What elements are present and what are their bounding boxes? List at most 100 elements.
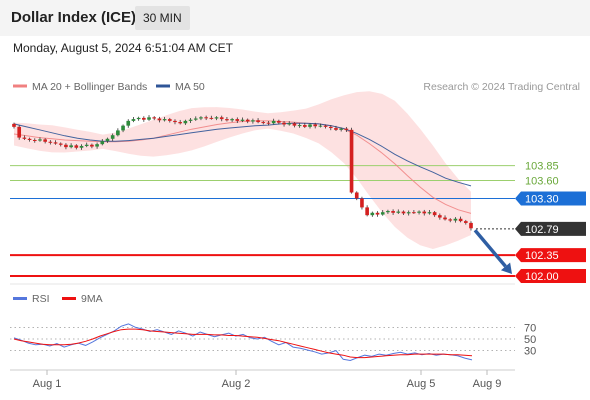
candle (271, 120, 276, 124)
candle (251, 120, 255, 122)
candle (412, 212, 416, 214)
candle (375, 212, 380, 215)
candle (469, 222, 473, 229)
candle (32, 139, 37, 141)
candle (432, 212, 437, 216)
legend-label-rsi: RSI (32, 293, 50, 305)
candle (100, 141, 105, 145)
candle (256, 120, 260, 123)
candle (121, 125, 125, 131)
candle (458, 218, 463, 222)
candle (53, 142, 58, 144)
candle (261, 122, 266, 124)
candle (448, 219, 453, 221)
resistance-label: 103.85 (525, 161, 559, 173)
candle (225, 119, 229, 121)
candle (323, 125, 328, 127)
candle (105, 138, 110, 142)
forecast-arrow (473, 229, 512, 275)
candle (354, 192, 359, 199)
candle (193, 118, 198, 120)
candle (90, 144, 94, 147)
candle (391, 210, 395, 213)
price-levels (10, 165, 515, 278)
candle (303, 125, 307, 127)
candle (183, 120, 188, 124)
candle (110, 135, 115, 139)
candle (178, 122, 182, 124)
candle (282, 122, 286, 125)
candle (219, 117, 224, 120)
forecast-arrow-shaft (473, 229, 507, 268)
rsi-tick-label: 30 (524, 346, 536, 358)
candlesticks (12, 115, 473, 231)
candle (142, 117, 146, 120)
candle (297, 125, 302, 127)
rsi-tick-label: 50 (524, 334, 536, 346)
candle (167, 119, 172, 121)
timestamp: Monday, August 5, 2024 6:51:04 AM CET (13, 41, 233, 55)
candle (401, 211, 406, 214)
candle (328, 126, 333, 129)
candle (380, 212, 385, 215)
last-price-label: 102.79 (525, 224, 559, 236)
candle (344, 128, 349, 130)
rsi-lines (13, 323, 473, 362)
legend-label-ma20: MA 20 + Bollinger Bands (32, 81, 147, 93)
candle (235, 119, 240, 121)
candle (162, 119, 167, 121)
chart-header: Dollar Index (ICE) 30 MIN (0, 0, 590, 36)
bollinger-band (14, 91, 471, 249)
support-price-tag (515, 248, 586, 263)
candle (427, 212, 432, 214)
x-tick-label: Aug 5 (407, 378, 436, 390)
x-tick-label: Aug 1 (33, 378, 62, 390)
candle (38, 139, 42, 141)
main-legend: MA 20 + Bollinger Bands MA 50 (13, 81, 205, 93)
support-label: 102.00 (525, 271, 559, 283)
candle (230, 119, 234, 121)
candle (396, 211, 401, 213)
candle (360, 198, 364, 208)
candle (64, 144, 68, 148)
candle (84, 144, 89, 146)
candle (173, 120, 177, 123)
candle (43, 139, 47, 142)
candle (204, 117, 208, 119)
candle (438, 215, 442, 218)
rsi-legend: RSI 9MA (13, 293, 103, 305)
candle (417, 211, 421, 213)
candle (131, 119, 136, 121)
support-label: 102.35 (525, 250, 559, 262)
candle (188, 119, 193, 121)
candle (245, 119, 250, 122)
legend-label-ma50: MA 50 (175, 81, 205, 93)
candle (386, 210, 390, 213)
candle (313, 124, 318, 127)
candle (266, 122, 271, 124)
interval-button[interactable]: 30 MIN (135, 6, 190, 30)
candle (69, 145, 73, 148)
candle (157, 118, 162, 121)
candle (136, 117, 141, 120)
legend-swatch-9ma (62, 297, 76, 300)
support-price-tag (515, 269, 586, 284)
candle (443, 217, 447, 220)
candle (152, 117, 157, 119)
candle (277, 120, 281, 123)
ma50-line (13, 122, 472, 187)
candle (214, 117, 219, 119)
candle (58, 143, 63, 145)
candle (422, 211, 427, 214)
candle (116, 130, 120, 136)
legend-swatch-ma20 (13, 84, 27, 88)
rsi-line (13, 323, 473, 362)
candle (79, 145, 84, 148)
x-tick-label: Aug 2 (222, 378, 251, 390)
candle (48, 141, 53, 143)
candle (334, 128, 338, 130)
candle (17, 126, 22, 138)
candle (27, 138, 32, 140)
